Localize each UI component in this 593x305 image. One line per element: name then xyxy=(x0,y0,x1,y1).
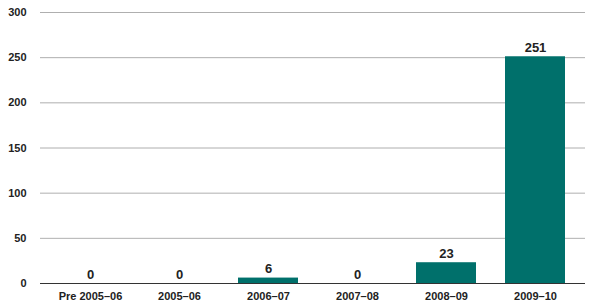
svg-text:2005–06: 2005–06 xyxy=(158,290,201,302)
svg-text:50: 50 xyxy=(14,232,26,244)
svg-text:23: 23 xyxy=(439,246,453,261)
svg-text:0: 0 xyxy=(20,277,26,289)
svg-text:250: 250 xyxy=(8,51,26,63)
svg-text:2008–09: 2008–09 xyxy=(425,290,468,302)
svg-text:150: 150 xyxy=(8,142,26,154)
svg-text:2007–08: 2007–08 xyxy=(336,290,379,302)
svg-text:100: 100 xyxy=(8,187,26,199)
svg-text:200: 200 xyxy=(8,96,26,108)
svg-text:2006–07: 2006–07 xyxy=(247,290,290,302)
svg-text:251: 251 xyxy=(525,40,547,55)
svg-text:0: 0 xyxy=(354,267,361,282)
svg-text:0: 0 xyxy=(176,267,183,282)
svg-text:Pre 2005–06: Pre 2005–06 xyxy=(59,290,123,302)
svg-text:6: 6 xyxy=(265,261,272,276)
svg-text:2009–10: 2009–10 xyxy=(514,290,557,302)
svg-text:300: 300 xyxy=(8,6,26,18)
svg-text:0: 0 xyxy=(87,267,94,282)
